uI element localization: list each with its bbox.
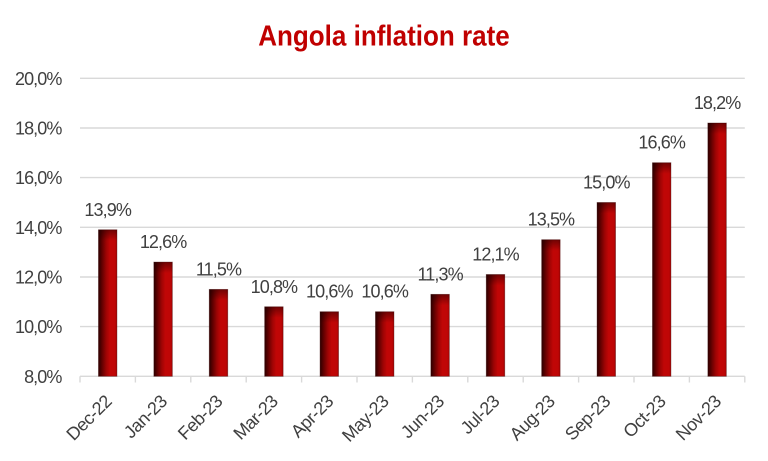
svg-text:Angola inflation rate: Angola inflation rate	[258, 21, 510, 53]
svg-text:16,0%: 16,0%	[15, 168, 62, 188]
svg-text:12,1%: 12,1%	[472, 245, 519, 265]
svg-text:Dec-22: Dec-22	[62, 391, 115, 444]
svg-text:18,2%: 18,2%	[694, 93, 741, 113]
svg-text:12,6%: 12,6%	[140, 232, 187, 252]
svg-text:10,6%: 10,6%	[361, 282, 408, 302]
svg-text:Feb-23: Feb-23	[174, 391, 227, 444]
svg-text:10,8%: 10,8%	[251, 277, 298, 297]
svg-text:15,0%: 15,0%	[583, 173, 630, 193]
svg-text:13,9%: 13,9%	[84, 200, 131, 220]
svg-text:Sep-23: Sep-23	[561, 391, 614, 444]
svg-text:11,3%: 11,3%	[417, 264, 463, 284]
svg-text:20,0%: 20,0%	[15, 69, 62, 89]
svg-text:Nov-23: Nov-23	[672, 391, 725, 444]
svg-text:14,0%: 14,0%	[15, 218, 62, 238]
svg-text:11,5%: 11,5%	[196, 259, 242, 279]
svg-text:10,0%: 10,0%	[15, 317, 62, 337]
svg-text:12,0%: 12,0%	[15, 268, 62, 288]
svg-text:13,5%: 13,5%	[528, 210, 575, 230]
svg-text:8,0%: 8,0%	[24, 367, 62, 387]
svg-text:Aug-23: Aug-23	[506, 391, 559, 444]
svg-text:Jul-23: Jul-23	[457, 391, 504, 438]
svg-text:May-23: May-23	[338, 391, 393, 446]
svg-text:Oct-23: Oct-23	[619, 391, 670, 442]
svg-text:10,6%: 10,6%	[306, 282, 353, 302]
svg-text:Apr-23: Apr-23	[287, 391, 338, 442]
svg-text:Jan-23: Jan-23	[120, 391, 171, 442]
svg-text:Jun-23: Jun-23	[397, 391, 448, 442]
svg-text:18,0%: 18,0%	[15, 119, 62, 139]
svg-text:16,6%: 16,6%	[638, 133, 685, 153]
svg-text:Mar-23: Mar-23	[229, 391, 282, 444]
